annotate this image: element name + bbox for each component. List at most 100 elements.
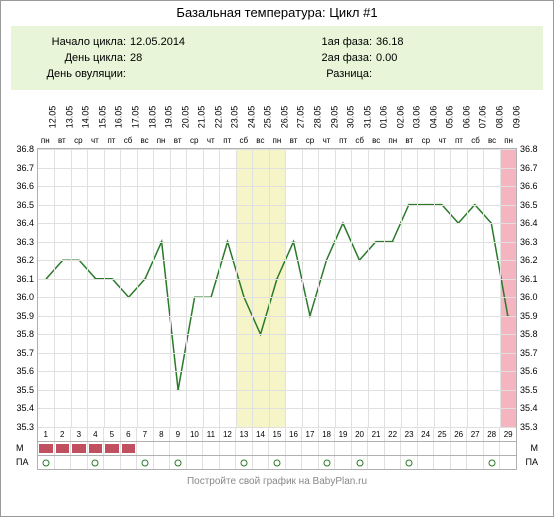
day-number-cell: 27 <box>467 428 484 441</box>
day-number-cell: 1 <box>38 428 55 441</box>
y-tick-label-right: 36.0 <box>520 292 538 302</box>
pa-cell <box>253 456 270 469</box>
date-cell: 05.06 <box>434 94 451 136</box>
y-tick-label: 36.2 <box>16 255 34 265</box>
y-tick-label-right: 36.2 <box>520 255 538 265</box>
chart-title: Базальная температура: Цикл #1 <box>1 1 553 24</box>
date-cell: 28.05 <box>302 94 319 136</box>
day-number-cell: 17 <box>302 428 319 441</box>
dow-cell: вт <box>285 136 302 148</box>
pa-cell <box>38 456 55 469</box>
day-number-cell: 25 <box>434 428 451 441</box>
dow-cell: ср <box>302 136 319 148</box>
y-tick-label-right: 36.1 <box>520 274 538 284</box>
date-cell: 14.05 <box>70 94 87 136</box>
day-number-cell: 26 <box>451 428 468 441</box>
intercourse-row: ПА ПА <box>37 456 517 470</box>
y-tick-label: 36.1 <box>16 274 34 284</box>
date-cell: 18.05 <box>136 94 153 136</box>
m-cell <box>154 442 171 455</box>
pa-cell <box>335 456 352 469</box>
info-left: Начало цикла:12.05.2014 День цикла:28 Де… <box>31 34 277 82</box>
pa-cell <box>269 456 286 469</box>
m-cell <box>104 442 121 455</box>
day-number-cell: 28 <box>484 428 501 441</box>
m-cell <box>352 442 369 455</box>
y-tick-label-right: 35.5 <box>520 385 538 395</box>
m-cell <box>368 442 385 455</box>
day-number-cell: 16 <box>286 428 303 441</box>
y-tick-label: 35.9 <box>16 311 34 321</box>
day-number-cell: 4 <box>88 428 105 441</box>
y-tick-label: 36.8 <box>16 144 34 154</box>
date-cell: 12.05 <box>37 94 54 136</box>
dow-cell: сб <box>120 136 137 148</box>
date-cell: 23.05 <box>219 94 236 136</box>
dow-cell: пт <box>103 136 120 148</box>
day-number-cell: 2 <box>55 428 72 441</box>
dow-row: пнвтсрчтптсбвспнвтсрчтптсбвспнвтсрчтптсб… <box>37 136 517 148</box>
y-tick-label: 36.4 <box>16 218 34 228</box>
y-tick-label-right: 36.7 <box>520 163 538 173</box>
dow-cell: сб <box>467 136 484 148</box>
m-label-left: М <box>16 442 24 455</box>
y-tick-label-right: 35.6 <box>520 366 538 376</box>
y-tick-label-right: 35.3 <box>520 422 538 432</box>
day-number-cell: 11 <box>203 428 220 441</box>
pa-label-left: ПА <box>16 456 28 469</box>
date-cell: 24.05 <box>236 94 253 136</box>
day-number-cell: 10 <box>187 428 204 441</box>
day-number-cell: 9 <box>170 428 187 441</box>
pa-cell <box>104 456 121 469</box>
y-tick-label-right: 36.3 <box>520 237 538 247</box>
m-cell <box>500 442 516 455</box>
m-cell <box>38 442 55 455</box>
dow-cell: пн <box>153 136 170 148</box>
menstruation-row: М М <box>37 442 517 456</box>
y-tick-label: 36.6 <box>16 181 34 191</box>
pa-cell <box>170 456 187 469</box>
m-cell <box>236 442 253 455</box>
dow-cell: ср <box>418 136 435 148</box>
pa-cell <box>418 456 435 469</box>
day-number-row: 1234567891011121314151617181920212223242… <box>37 428 517 442</box>
m-cell <box>401 442 418 455</box>
pa-cell <box>434 456 451 469</box>
dow-cell: пн <box>384 136 401 148</box>
y-tick-label-right: 35.8 <box>520 329 538 339</box>
dow-cell: вс <box>252 136 269 148</box>
y-tick-label-right: 36.5 <box>520 200 538 210</box>
y-tick-label: 36.0 <box>16 292 34 302</box>
day-value: 28 <box>130 52 142 64</box>
pa-cell <box>467 456 484 469</box>
phase1-label: 1ая фаза: <box>277 34 372 50</box>
date-cell: 19.05 <box>153 94 170 136</box>
y-tick-label-right: 35.7 <box>520 348 538 358</box>
day-number-cell: 23 <box>401 428 418 441</box>
date-cell: 13.05 <box>54 94 71 136</box>
pa-cell <box>401 456 418 469</box>
pa-cell <box>88 456 105 469</box>
pa-cell <box>385 456 402 469</box>
dow-cell: вс <box>136 136 153 148</box>
m-cell <box>137 442 154 455</box>
dow-cell: пн <box>500 136 517 148</box>
date-cell: 08.06 <box>484 94 501 136</box>
date-cell: 22.05 <box>202 94 219 136</box>
dow-cell: пт <box>451 136 468 148</box>
y-axis-left: 36.836.736.636.536.436.336.236.136.035.9… <box>10 149 36 427</box>
date-cell: 31.05 <box>351 94 368 136</box>
pa-cell <box>236 456 253 469</box>
dow-cell: вт <box>169 136 186 148</box>
dow-cell: чт <box>434 136 451 148</box>
day-number-cell: 8 <box>154 428 171 441</box>
day-label: День цикла: <box>31 50 126 66</box>
day-number-cell: 21 <box>368 428 385 441</box>
pa-label-right: ПА <box>526 456 538 469</box>
day-number-cell: 3 <box>71 428 88 441</box>
pa-cell <box>187 456 204 469</box>
dow-cell: чт <box>202 136 219 148</box>
day-number-cell: 29 <box>500 428 516 441</box>
date-cell: 02.06 <box>384 94 401 136</box>
date-cell: 30.05 <box>335 94 352 136</box>
